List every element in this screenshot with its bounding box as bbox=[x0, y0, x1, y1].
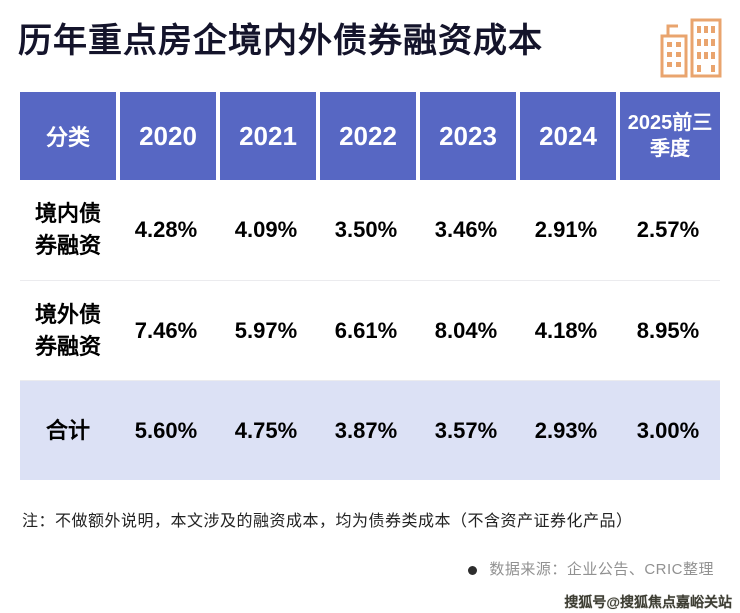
watermark-text: 搜狐号@搜狐焦点嘉峪关站 bbox=[564, 594, 732, 610]
table-row-overseas: 境外债券融资 7.46% 5.97% 6.61% 8.04% 4.18% 8.9… bbox=[20, 280, 720, 380]
table-header: 分类 2020 2021 2022 2023 2024 2025前三季度 bbox=[20, 92, 720, 180]
col-header-2020: 2020 bbox=[116, 92, 216, 180]
footnote: 注：不做额外说明，本文涉及的融资成本，均为债券类成本（不含资产证券化产品） bbox=[22, 513, 633, 530]
col-header-2024: 2024 bbox=[516, 92, 616, 180]
cell-value: 3.00% bbox=[616, 380, 720, 480]
cell-value: 5.97% bbox=[216, 280, 316, 380]
cell-value: 7.46% bbox=[116, 280, 216, 380]
cell-value: 2.93% bbox=[516, 380, 616, 480]
col-header-2023: 2023 bbox=[416, 92, 516, 180]
cell-value: 4.75% bbox=[216, 380, 316, 480]
cell-value: 5.60% bbox=[116, 380, 216, 480]
cell-value: 3.46% bbox=[416, 180, 516, 280]
col-header-2022: 2022 bbox=[316, 92, 416, 180]
row-label: 境外债券融资 bbox=[20, 280, 116, 380]
cell-value: 2.91% bbox=[516, 180, 616, 280]
row-label: 境内债券融资 bbox=[20, 180, 116, 280]
cell-value: 3.57% bbox=[416, 380, 516, 480]
data-source-label: 数据来源：企业公告、CRIC整理 bbox=[489, 561, 714, 578]
financing-cost-table: 分类 2020 2021 2022 2023 2024 2025前三季度 境内债… bbox=[20, 92, 720, 480]
header: 历年重点房企境内外债券融资成本 bbox=[0, 0, 740, 82]
cell-value: 3.50% bbox=[316, 180, 416, 280]
table-row-total: 合计 5.60% 4.75% 3.87% 3.57% 2.93% 3.00% bbox=[20, 380, 720, 480]
buildings-icon bbox=[658, 14, 724, 83]
cell-value: 3.87% bbox=[316, 380, 416, 480]
row-label: 合计 bbox=[20, 380, 116, 480]
col-header-2025q3: 2025前三季度 bbox=[616, 92, 720, 180]
cell-value: 4.28% bbox=[116, 180, 216, 280]
page-title: 历年重点房企境内外债券融资成本 bbox=[18, 22, 543, 60]
cell-value: 2.57% bbox=[616, 180, 720, 280]
cell-value: 4.09% bbox=[216, 180, 316, 280]
cell-value: 8.95% bbox=[616, 280, 720, 380]
dot-icon bbox=[468, 565, 478, 575]
col-header-2021: 2021 bbox=[216, 92, 316, 180]
table-row-domestic: 境内债券融资 4.28% 4.09% 3.50% 3.46% 2.91% 2.5… bbox=[20, 180, 720, 280]
cell-value: 8.04% bbox=[416, 280, 516, 380]
col-header-category: 分类 bbox=[20, 92, 116, 180]
data-source: 数据来源：企业公告、CRIC整理 bbox=[0, 558, 740, 579]
cell-value: 6.61% bbox=[316, 280, 416, 380]
cell-value: 4.18% bbox=[516, 280, 616, 380]
